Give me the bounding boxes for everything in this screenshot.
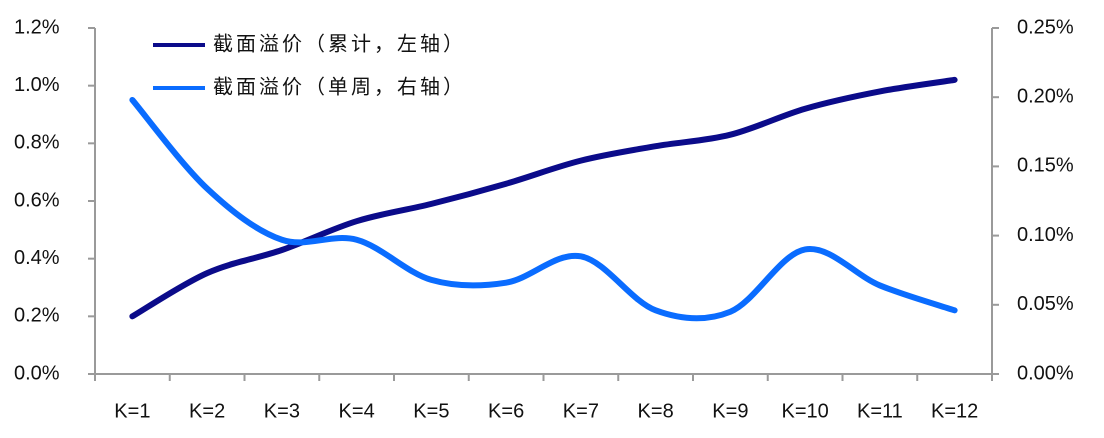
- x-tick-label: K=3: [264, 400, 300, 422]
- y-tick-label: 0.0%: [14, 362, 60, 384]
- y-tick-label: 1.0%: [14, 74, 60, 96]
- y2-tick-label: 0.15%: [1017, 155, 1074, 177]
- x-tick-label: K=10: [781, 400, 828, 422]
- y2-tick-label: 0.25%: [1017, 16, 1074, 38]
- x-tick-label: K=1: [114, 400, 150, 422]
- y-tick-label: 0.4%: [14, 247, 60, 269]
- x-tick-label: K=6: [488, 400, 524, 422]
- y2-tick-label: 0.20%: [1017, 85, 1074, 107]
- x-tick-label: K=9: [712, 400, 748, 422]
- y2-tick-label: 0.05%: [1017, 293, 1074, 315]
- legend-label: 截面溢价（单周，右轴）: [213, 75, 466, 98]
- x-tick-label: K=12: [931, 400, 978, 422]
- y2-tick-label: 0.00%: [1017, 362, 1074, 384]
- x-tick-label: K=8: [638, 400, 674, 422]
- line-series: [129, 76, 958, 320]
- x-tick-label: K=4: [339, 400, 375, 422]
- y-tick-label: 1.2%: [14, 16, 60, 38]
- line-series: [129, 96, 958, 322]
- x-tick-label: K=2: [189, 400, 225, 422]
- y-tick-label: 0.8%: [14, 132, 60, 154]
- x-tick-label: K=7: [563, 400, 599, 422]
- x-tick-label: K=11: [857, 400, 903, 422]
- y2-tick-label: 0.10%: [1017, 224, 1074, 246]
- y-tick-label: 0.6%: [14, 189, 60, 211]
- x-tick-label: K=5: [413, 400, 449, 422]
- legend-label: 截面溢价（累计，左轴）: [213, 32, 466, 55]
- y-tick-label: 0.2%: [14, 305, 60, 327]
